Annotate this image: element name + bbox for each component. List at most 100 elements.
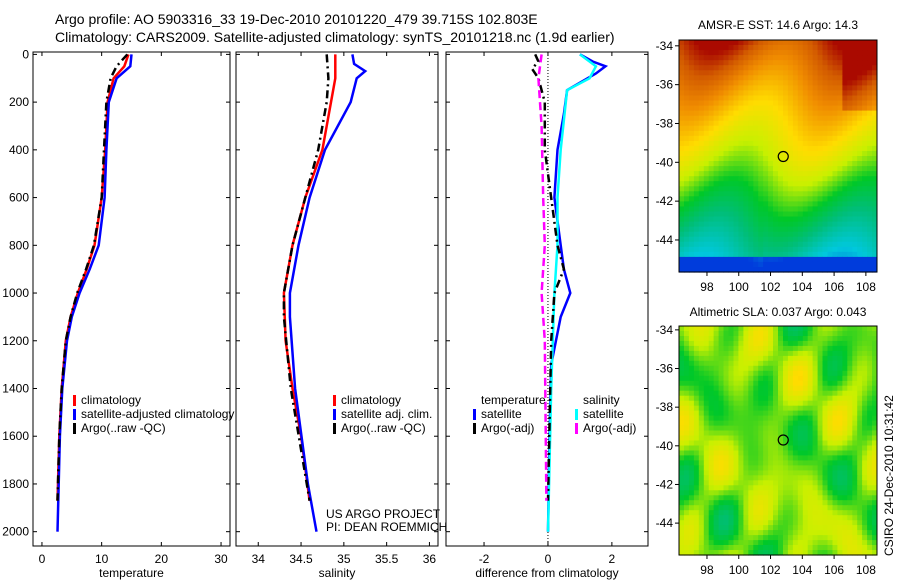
lat-tick-label: -34: [656, 323, 674, 337]
y-tick-label: 1800: [2, 477, 29, 491]
lon-tick-label: 104: [792, 280, 812, 294]
lat-tick-label: -34: [656, 39, 674, 53]
x-tick-label: 10: [95, 552, 109, 566]
lon-tick-label: 104: [792, 563, 812, 577]
legend-swatch: [73, 423, 76, 434]
legend-label: Argo(-adj): [481, 421, 534, 435]
lon-tick-label: 108: [856, 563, 876, 577]
lat-tick-label: -44: [656, 516, 674, 530]
legend-header: salinity: [583, 393, 620, 407]
y-tick-label: 0: [22, 47, 29, 61]
sla-map-title: Altimetric SLA: 0.037 Argo: 0.043: [690, 305, 867, 319]
lat-tick-label: -36: [656, 362, 674, 376]
lon-tick-label: 100: [729, 563, 749, 577]
y-tick-label: 600: [9, 191, 29, 205]
lat-tick-label: -42: [656, 194, 674, 208]
lon-tick-label: 108: [856, 280, 876, 294]
map-frame: [678, 325, 878, 556]
heatmap-cells: [679, 40, 878, 273]
series-line-salinity-satellite: [546, 53, 598, 532]
lat-tick-label: -36: [656, 78, 674, 92]
sst-map: 98 100 102 104 106 108 -34 -36 -38 -40 -42 -44: [656, 39, 878, 294]
legend-label: climatology: [341, 393, 401, 407]
profile-panel-1: 0 10 20 30 0 200 400 600 800 1000 1200 1400 1600 1800…: [2, 47, 234, 580]
lon-tick-label: 100: [729, 280, 749, 294]
legend-swatch: [333, 409, 336, 420]
y-tick-label: 1400: [2, 381, 29, 395]
lon-tick-label: 98: [700, 563, 714, 577]
legend-swatch: [333, 395, 336, 406]
plot-frame: [235, 51, 439, 547]
series-line-climatology: [282, 54, 337, 501]
legend-label: Argo(-adj): [583, 421, 636, 435]
legend-label: Argo(..raw -QC): [81, 421, 166, 435]
credit-project: US ARGO PROJECT: [326, 507, 441, 521]
legend-label: Argo(..raw -QC): [341, 421, 426, 435]
profile-panel-2: 34 34.5 35 35.5 36 salinity climatologysatelli…: [235, 51, 439, 580]
lat-tick-label: -40: [656, 155, 674, 169]
legend-label: satellite adj. clim.: [341, 407, 432, 421]
x-axis-label: temperature: [99, 566, 164, 580]
legend-swatch: [333, 423, 336, 434]
series-line-satellite-adjusted-climatology: [56, 54, 133, 532]
x-axis-label: difference from climatology: [475, 566, 618, 580]
timestamp: CSIRO 24-Dec-2010 10:31:42: [882, 395, 896, 556]
sst-map-title: AMSR-E SST: 14.6 Argo: 14.3: [698, 18, 858, 32]
legend-label: satellite-adjusted climatology: [81, 407, 234, 421]
series-line-temperature-satellite: [546, 53, 609, 532]
sla-map: 98 100 102 104 106 108 -34 -36 -38 -40 -42 -44: [656, 323, 878, 577]
map-frame: [678, 39, 878, 273]
heatmap-cells: [679, 326, 878, 556]
lon-tick-label: 102: [761, 563, 781, 577]
lat-tick-label: -42: [656, 477, 674, 491]
legend-header: temperature: [481, 393, 546, 407]
series-line-argo-raw-qc-: [56, 53, 129, 501]
legend-label: satellite: [583, 407, 624, 421]
x-tick-label: 35: [337, 552, 351, 566]
x-tick-label: 20: [155, 552, 169, 566]
plot-frame: [32, 51, 231, 547]
x-tick-label: -2: [479, 552, 490, 566]
argo-location-marker: [777, 150, 789, 163]
lat-tick-label: -38: [656, 400, 674, 414]
lon-tick-label: 106: [824, 280, 844, 294]
x-tick-label: 2: [609, 552, 616, 566]
lat-tick-label: -38: [656, 116, 674, 130]
lon-tick-label: 106: [824, 563, 844, 577]
series-line-satellite-adj-clim-: [288, 54, 368, 532]
y-tick-label: 800: [9, 238, 29, 252]
legend-label: satellite: [481, 407, 522, 421]
title-line-2: Climatology: CARS2009. Satellite-adjuste…: [55, 29, 615, 45]
legend-swatch: [473, 423, 476, 434]
y-tick-label: 400: [9, 143, 29, 157]
lon-tick-label: 98: [700, 280, 714, 294]
x-tick-label: 0: [39, 552, 46, 566]
x-tick-label: 30: [214, 552, 228, 566]
legend-swatch: [473, 409, 476, 420]
y-tick-label: 1600: [2, 429, 29, 443]
argo-location-marker: [777, 434, 789, 446]
legend-swatch: [575, 409, 578, 420]
x-tick-label: 34.5: [289, 552, 313, 566]
x-tick-label: 0: [545, 552, 552, 566]
y-tick-label: 1000: [2, 286, 29, 300]
plot-frame: [445, 51, 649, 547]
lat-tick-label: -44: [656, 233, 674, 247]
title-line-1: Argo profile: AO 5903316_33 19-Dec-2010 …: [55, 11, 538, 27]
credit-pi: PI: DEAN ROEMMICH: [326, 520, 447, 534]
y-tick-label: 2000: [2, 525, 29, 539]
lat-tick-label: -40: [656, 439, 674, 453]
x-tick-label: 34: [252, 552, 266, 566]
legend-label: climatology: [81, 393, 141, 407]
x-tick-label: 36: [423, 552, 437, 566]
x-axis-label: salinity: [319, 566, 356, 580]
series-line-salinity-argo-adj-: [537, 54, 548, 501]
legend-swatch: [73, 395, 76, 406]
legend-swatch: [73, 409, 76, 420]
x-tick-label: 35.5: [375, 552, 399, 566]
y-tick-label: 1200: [2, 334, 29, 348]
series-line-argo-raw-qc-: [282, 54, 330, 501]
legend-swatch: [575, 423, 578, 434]
